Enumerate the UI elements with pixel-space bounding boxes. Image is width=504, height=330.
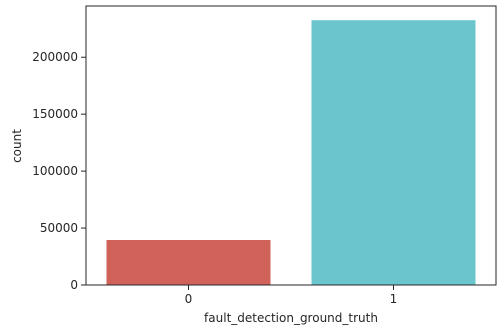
y-tick-label: 150000: [32, 107, 78, 121]
x-axis-label: fault_detection_ground_truth: [204, 311, 378, 325]
y-tick-label: 50000: [40, 221, 78, 235]
y-axis: 0 50000 100000 150000 200000: [32, 50, 86, 292]
y-tick-label: 200000: [32, 50, 78, 64]
x-tick-label: 0: [185, 292, 193, 306]
y-axis-label: count: [10, 129, 24, 163]
bars-group: [106, 20, 476, 285]
y-tick-label: 0: [70, 278, 78, 292]
y-tick-label: 100000: [32, 164, 78, 178]
bar-0: [106, 240, 271, 285]
bar-1: [311, 20, 476, 285]
plot-frame: [85, 5, 497, 286]
x-tick-label: 1: [390, 292, 398, 306]
